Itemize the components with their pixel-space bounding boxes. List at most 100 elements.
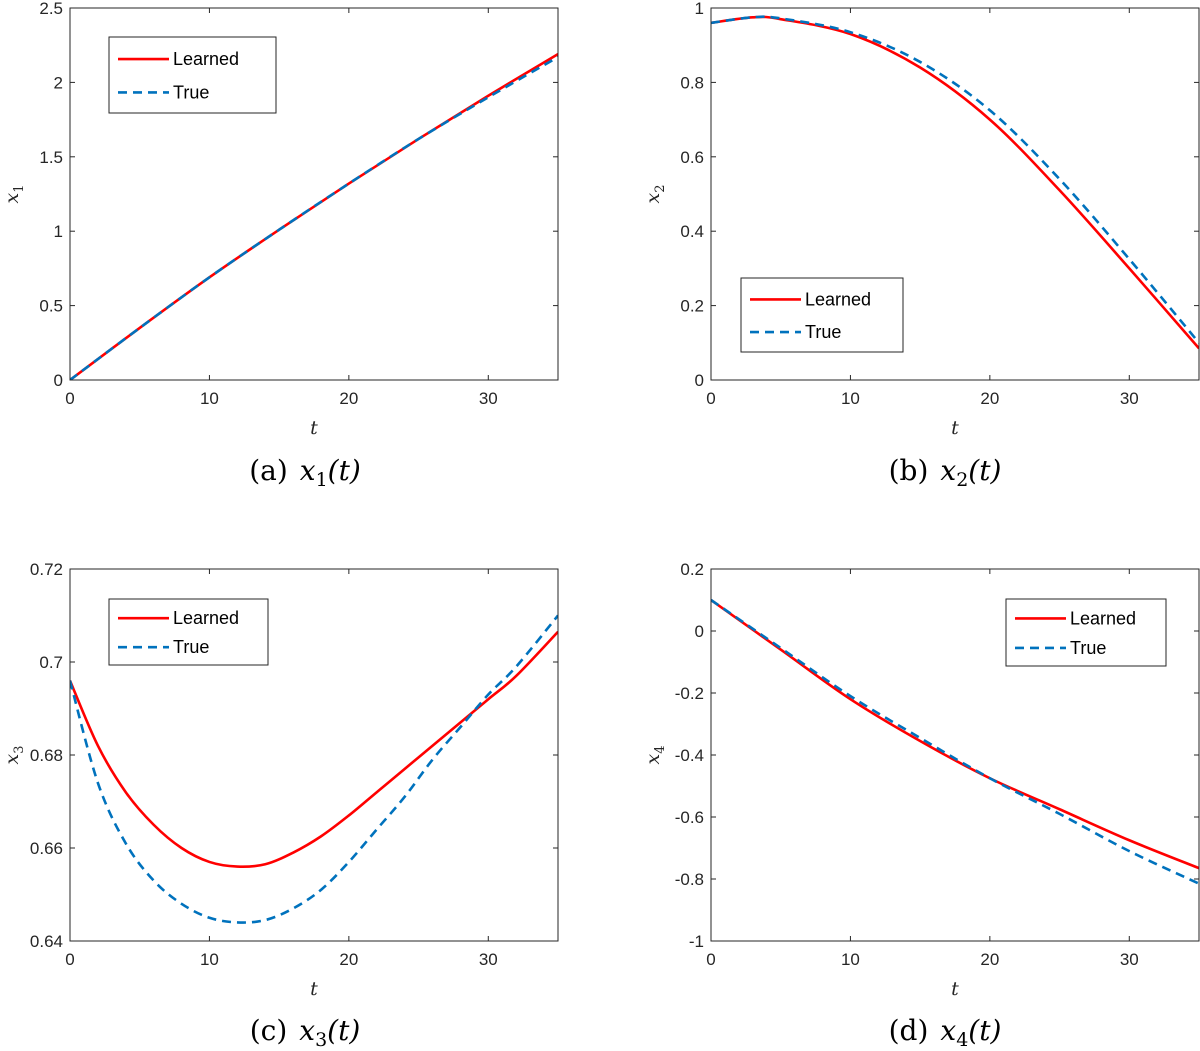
x-tick-label: 20 xyxy=(980,950,999,969)
caption-label: (a) xyxy=(249,454,288,487)
x-tick-label: 20 xyxy=(339,950,358,969)
caption-var: x xyxy=(299,1014,315,1047)
y-tick-label: 0.2 xyxy=(680,560,704,579)
chart-panel-3: 0 10 20 300.640.660.680.70.72tx3LearnedTrue… xyxy=(1,560,559,1051)
subfigure-caption: (b) x2(t) xyxy=(889,454,1002,491)
legend-box xyxy=(108,598,269,666)
y-tick-label: 0.68 xyxy=(30,746,63,765)
x-tick-label: 10 xyxy=(841,950,860,969)
legend-label-learned: Learned xyxy=(173,49,239,69)
caption-arg: (t) xyxy=(968,1014,1001,1047)
legend-label-learned: Learned xyxy=(805,289,871,309)
legend-label-true: True xyxy=(1070,638,1106,658)
subfigure-caption: (c) x3(t) xyxy=(250,1014,361,1051)
series-lines xyxy=(711,598,1199,885)
series-line-true xyxy=(711,598,1199,885)
y-tick-label: 0.64 xyxy=(30,932,63,951)
caption-label: (b) xyxy=(889,454,929,487)
y-tick-label: 0 xyxy=(54,371,63,390)
legend-label-learned: Learned xyxy=(173,608,239,628)
y-tick-label: 0.5 xyxy=(39,297,63,316)
legend-label-learned: Learned xyxy=(1070,608,1136,628)
y-tick-label: 2 xyxy=(54,73,63,92)
legend: Learned True xyxy=(740,277,904,353)
series-line-learned xyxy=(711,598,1199,870)
series-line-learned xyxy=(70,630,558,869)
x-tick-label: 0 xyxy=(706,950,715,969)
x-tick-label: 0 xyxy=(706,389,715,408)
series-lines xyxy=(70,53,558,380)
y-axis-label: x3 xyxy=(1,746,27,765)
y-tick-label: 0.7 xyxy=(39,653,63,672)
series-lines xyxy=(711,15,1199,350)
legend-label-true: True xyxy=(805,322,841,342)
y-tick-label: 0.6 xyxy=(680,148,704,167)
caption-sub: 2 xyxy=(956,469,968,491)
caption-sub: 4 xyxy=(956,1029,968,1051)
y-axis-label-var: x xyxy=(642,193,664,204)
y-axis-label-sub: 2 xyxy=(653,185,668,193)
y-tick-label: 0 xyxy=(695,622,704,641)
legend-box xyxy=(108,36,277,114)
y-axis-label: x1 xyxy=(1,185,27,204)
x-tick-label: 30 xyxy=(1120,389,1139,408)
caption-arg: (t) xyxy=(968,454,1001,487)
legend: Learned True xyxy=(1005,598,1167,667)
legend: Learned True xyxy=(108,598,269,666)
subfigure-caption: (d) x4(t) xyxy=(889,1014,1002,1051)
y-axis-label-sub: 4 xyxy=(653,746,668,754)
subfigure-caption: (a) x1(t) xyxy=(249,454,361,491)
x-tick-label: 20 xyxy=(339,389,358,408)
axes-box xyxy=(69,7,559,381)
y-axis-label-sub: 3 xyxy=(12,746,27,754)
y-axis-label-sub: 1 xyxy=(12,185,27,193)
x-tick-label: 30 xyxy=(1120,950,1139,969)
caption-arg: (t) xyxy=(327,1014,360,1047)
y-axis-label-var: x xyxy=(642,754,664,765)
y-tick-label: 0.4 xyxy=(680,222,704,241)
chart-panel-4: 0 10 20 30-1-0.8-0.6-0.4-0.200.2tx4LearnedT… xyxy=(642,560,1200,1051)
caption-var: x xyxy=(940,454,956,487)
y-axis-label-var: x xyxy=(1,193,23,204)
series-lines xyxy=(70,614,558,924)
y-axis-label-var: x xyxy=(1,754,23,765)
y-tick-label: 2.5 xyxy=(39,0,63,18)
y-tick-label: -0.2 xyxy=(675,684,704,703)
x-tick-label: 30 xyxy=(479,389,498,408)
y-tick-label: -0.4 xyxy=(675,746,704,765)
x-axis-label: t xyxy=(310,978,318,1000)
y-tick-label: -1 xyxy=(689,932,704,951)
series-line-true xyxy=(70,614,558,924)
x-tick-label: 10 xyxy=(200,950,219,969)
y-axis-label: x2 xyxy=(642,185,668,204)
y-tick-label: 1 xyxy=(54,222,63,241)
caption-label: (c) xyxy=(250,1014,288,1047)
x-tick-label: 30 xyxy=(479,950,498,969)
caption-sub: 1 xyxy=(316,469,328,491)
legend-label-true: True xyxy=(173,637,209,657)
legend-box xyxy=(740,277,904,353)
series-line-learned xyxy=(711,15,1199,350)
caption-var: x xyxy=(940,1014,956,1047)
y-tick-label: 1.5 xyxy=(39,148,63,167)
x-tick-label: 0 xyxy=(65,389,74,408)
caption-var: x xyxy=(300,454,316,487)
x-tick-label: 10 xyxy=(841,389,860,408)
y-tick-label: 1 xyxy=(695,0,704,18)
y-tick-label: 0.66 xyxy=(30,839,63,858)
y-tick-label: 0.2 xyxy=(680,297,704,316)
x-axis-label: t xyxy=(951,978,959,1000)
x-tick-label: 0 xyxy=(65,950,74,969)
series-line-true xyxy=(70,55,558,380)
x-axis-label: t xyxy=(310,417,318,439)
axes-box xyxy=(710,7,1200,381)
y-tick-label: -0.6 xyxy=(675,808,704,827)
series-line-true xyxy=(711,15,1199,344)
legend-label-true: True xyxy=(173,82,209,102)
caption-arg: (t) xyxy=(328,454,361,487)
legend: Learned True xyxy=(108,36,277,114)
legend-box xyxy=(1005,598,1167,667)
